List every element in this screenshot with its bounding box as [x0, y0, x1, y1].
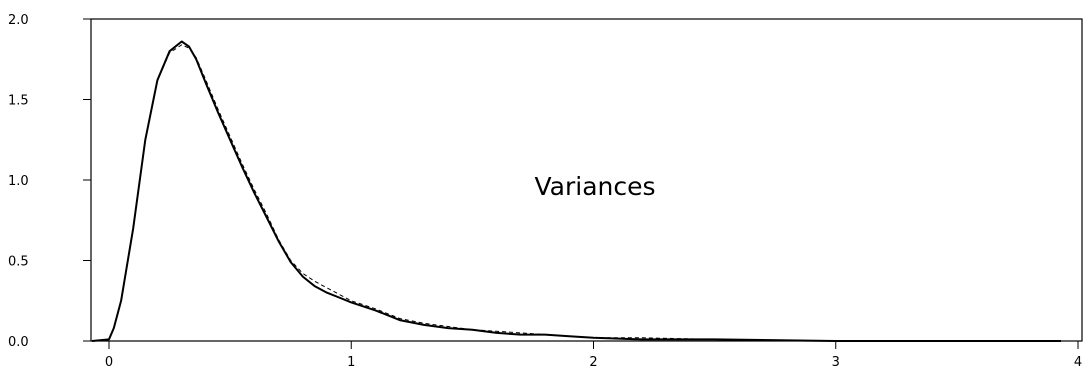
plot-frame: [90, 18, 1083, 342]
y-tick-label: 2.0: [8, 13, 29, 28]
x-tick-label: 1: [347, 355, 355, 370]
x-tick-label: 2: [589, 355, 597, 370]
x-axis: 0 1 2 3 4: [105, 341, 1082, 370]
x-tick-label: 0: [105, 355, 113, 370]
series-line-2: [91, 44, 1061, 342]
chart-annotation: Variances: [534, 172, 655, 201]
x-tick-label: 3: [832, 355, 840, 370]
y-tick-label: 0.0: [8, 335, 29, 350]
y-tick-label: 0.5: [8, 255, 29, 270]
series-layer: [91, 40, 1061, 342]
y-tick-label: 1.5: [8, 94, 29, 109]
y-axis: 0.0 0.5 1.0 1.5 2.0: [8, 13, 91, 350]
x-tick-label: 4: [1074, 355, 1082, 370]
y-tick-label: 1.0: [8, 174, 29, 189]
